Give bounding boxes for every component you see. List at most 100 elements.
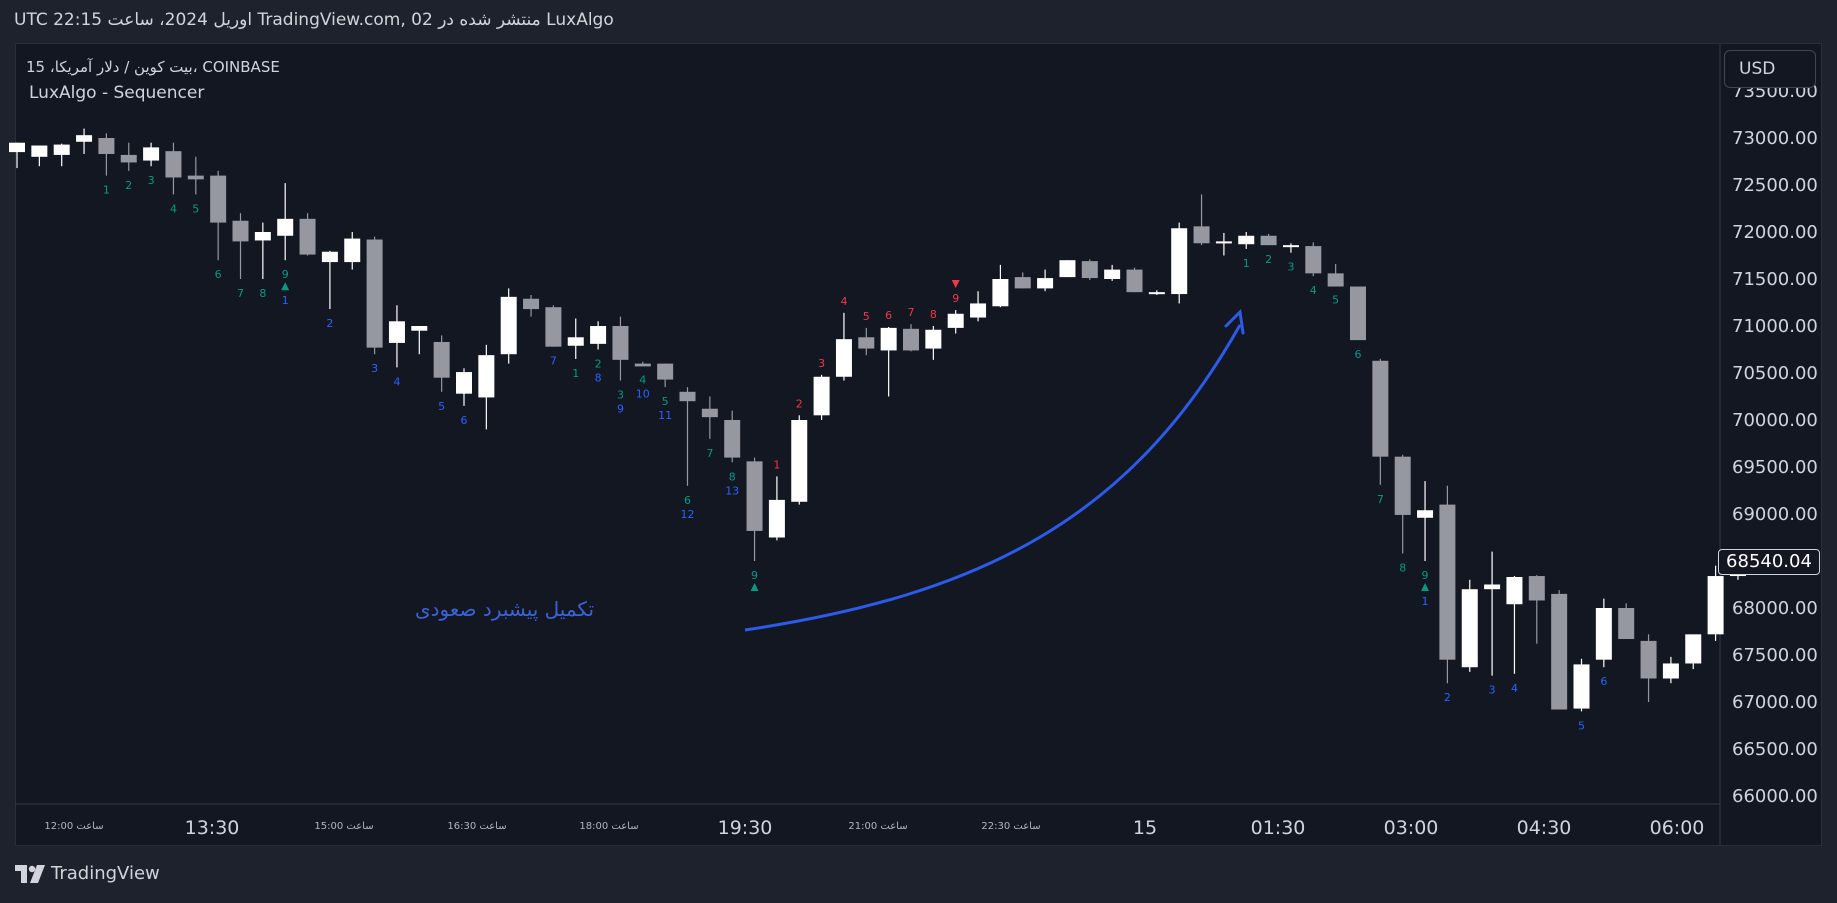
countdown-count-label: 9 <box>617 403 624 416</box>
annotation-arrow-head <box>1224 308 1245 335</box>
candle <box>1372 358 1389 485</box>
candle <box>254 222 271 279</box>
candle-body <box>791 420 808 502</box>
candle-body <box>1014 277 1031 289</box>
sequencer-count-label: 6 <box>1355 348 1362 361</box>
candle-body <box>1506 576 1523 605</box>
sequencer-count-label: 2 <box>125 179 132 192</box>
candle-body <box>858 337 875 349</box>
candle <box>98 133 115 176</box>
price-tick-label: 67500.00 <box>1732 645 1818 666</box>
candle <box>277 183 294 261</box>
candle-body <box>98 138 115 154</box>
candle <box>1148 290 1165 295</box>
candle <box>1551 590 1568 710</box>
sequencer-count-label: 4 <box>840 295 847 308</box>
candle <box>1350 286 1366 341</box>
candle-body <box>1171 228 1188 295</box>
sequencer-count-label: 6 <box>215 268 222 281</box>
candle <box>165 142 182 195</box>
candle <box>523 294 540 317</box>
candle <box>880 326 897 397</box>
price-tick-label: 66000.00 <box>1732 786 1818 807</box>
candle-body <box>53 144 70 155</box>
candle <box>1662 656 1679 684</box>
candle-body <box>1439 504 1456 660</box>
sequencer-count-label: 2 <box>326 317 333 330</box>
candle <box>858 327 875 356</box>
candle-body <box>120 154 137 163</box>
candle <box>1685 634 1702 670</box>
candle <box>634 361 651 367</box>
candle-body <box>1193 226 1210 244</box>
candle-body <box>76 135 93 142</box>
time-tick-label: 04:30 <box>1517 817 1572 839</box>
candle-body <box>1707 576 1724 635</box>
candle-body <box>143 147 160 161</box>
countdown-count-label: 1 <box>1422 595 1429 608</box>
candle <box>1618 603 1635 640</box>
price-tick-label: 72500.00 <box>1732 175 1818 196</box>
candle-body <box>835 339 852 377</box>
candle <box>1484 551 1501 676</box>
candle <box>1238 232 1255 249</box>
sequencer-count-label: 3 <box>1489 684 1496 697</box>
candle <box>433 335 450 392</box>
sequencer-count-label: 3 <box>1287 261 1294 274</box>
annotation-text: تکمیل پیشبرد صعودی <box>415 597 595 621</box>
candle <box>835 312 852 381</box>
chart-frame[interactable] <box>15 43 1822 846</box>
candle-body <box>1126 269 1143 293</box>
candle-body <box>1461 589 1478 668</box>
candle-body <box>1640 640 1657 679</box>
candle-body <box>388 321 405 343</box>
sequencer-count-label: 1 <box>572 367 579 380</box>
sequencer-count-label: 3 <box>617 389 624 402</box>
symbol-title[interactable]: بیت کوین / دلار آمریکا، 15، COINBASE <box>26 58 280 76</box>
currency-button[interactable]: USD <box>1724 50 1816 88</box>
sequencer-count-label: 9 <box>952 292 959 305</box>
candle-body <box>1215 241 1232 244</box>
candle-body <box>1394 456 1411 515</box>
candle-body <box>679 391 696 402</box>
candle-body <box>366 239 383 348</box>
sequencer-count-label: 3 <box>148 174 155 187</box>
candle <box>210 170 227 261</box>
candle <box>657 363 674 388</box>
candle-body <box>9 142 25 153</box>
candle-body <box>590 326 607 344</box>
sequencer-count-label: 7 <box>706 447 713 460</box>
time-tick-label: 21:00 ساعت <box>848 821 907 832</box>
sequencer-count-label: 6 <box>885 309 892 322</box>
candle <box>321 250 338 310</box>
candle <box>411 326 428 355</box>
candle-body <box>1372 360 1389 457</box>
sequencer-count-label: 4 <box>639 373 646 386</box>
time-tick-label: 13:30 <box>185 817 240 839</box>
candle-body <box>1350 286 1366 341</box>
sequencer-count-label: 8 <box>259 287 266 300</box>
tradingview-logo[interactable]: TradingView <box>15 863 160 884</box>
candle-body <box>277 218 294 236</box>
candle <box>925 326 942 360</box>
candle-body <box>1238 235 1255 245</box>
sequencer-count-label: 2 <box>1265 253 1272 266</box>
candle <box>679 387 696 486</box>
candle <box>143 142 160 167</box>
sequencer-labels-layer: 1 2 34 567 891234567128394105116127813912345… <box>103 174 1607 732</box>
candle <box>1573 658 1590 712</box>
candle-body <box>254 232 271 241</box>
candle-body <box>970 303 987 318</box>
sequencer-count-label: 3 <box>371 362 378 375</box>
candle-body <box>1417 510 1434 518</box>
indicator-legend[interactable]: LuxAlgo - Sequencer <box>29 83 205 103</box>
candle <box>947 310 964 334</box>
candle <box>299 213 316 256</box>
candle <box>478 344 495 430</box>
sequencer-count-label: 6 <box>1600 675 1607 688</box>
candle <box>1014 272 1031 289</box>
candle-body <box>1528 576 1545 601</box>
candle-body <box>411 326 428 331</box>
candle-body <box>612 326 629 360</box>
